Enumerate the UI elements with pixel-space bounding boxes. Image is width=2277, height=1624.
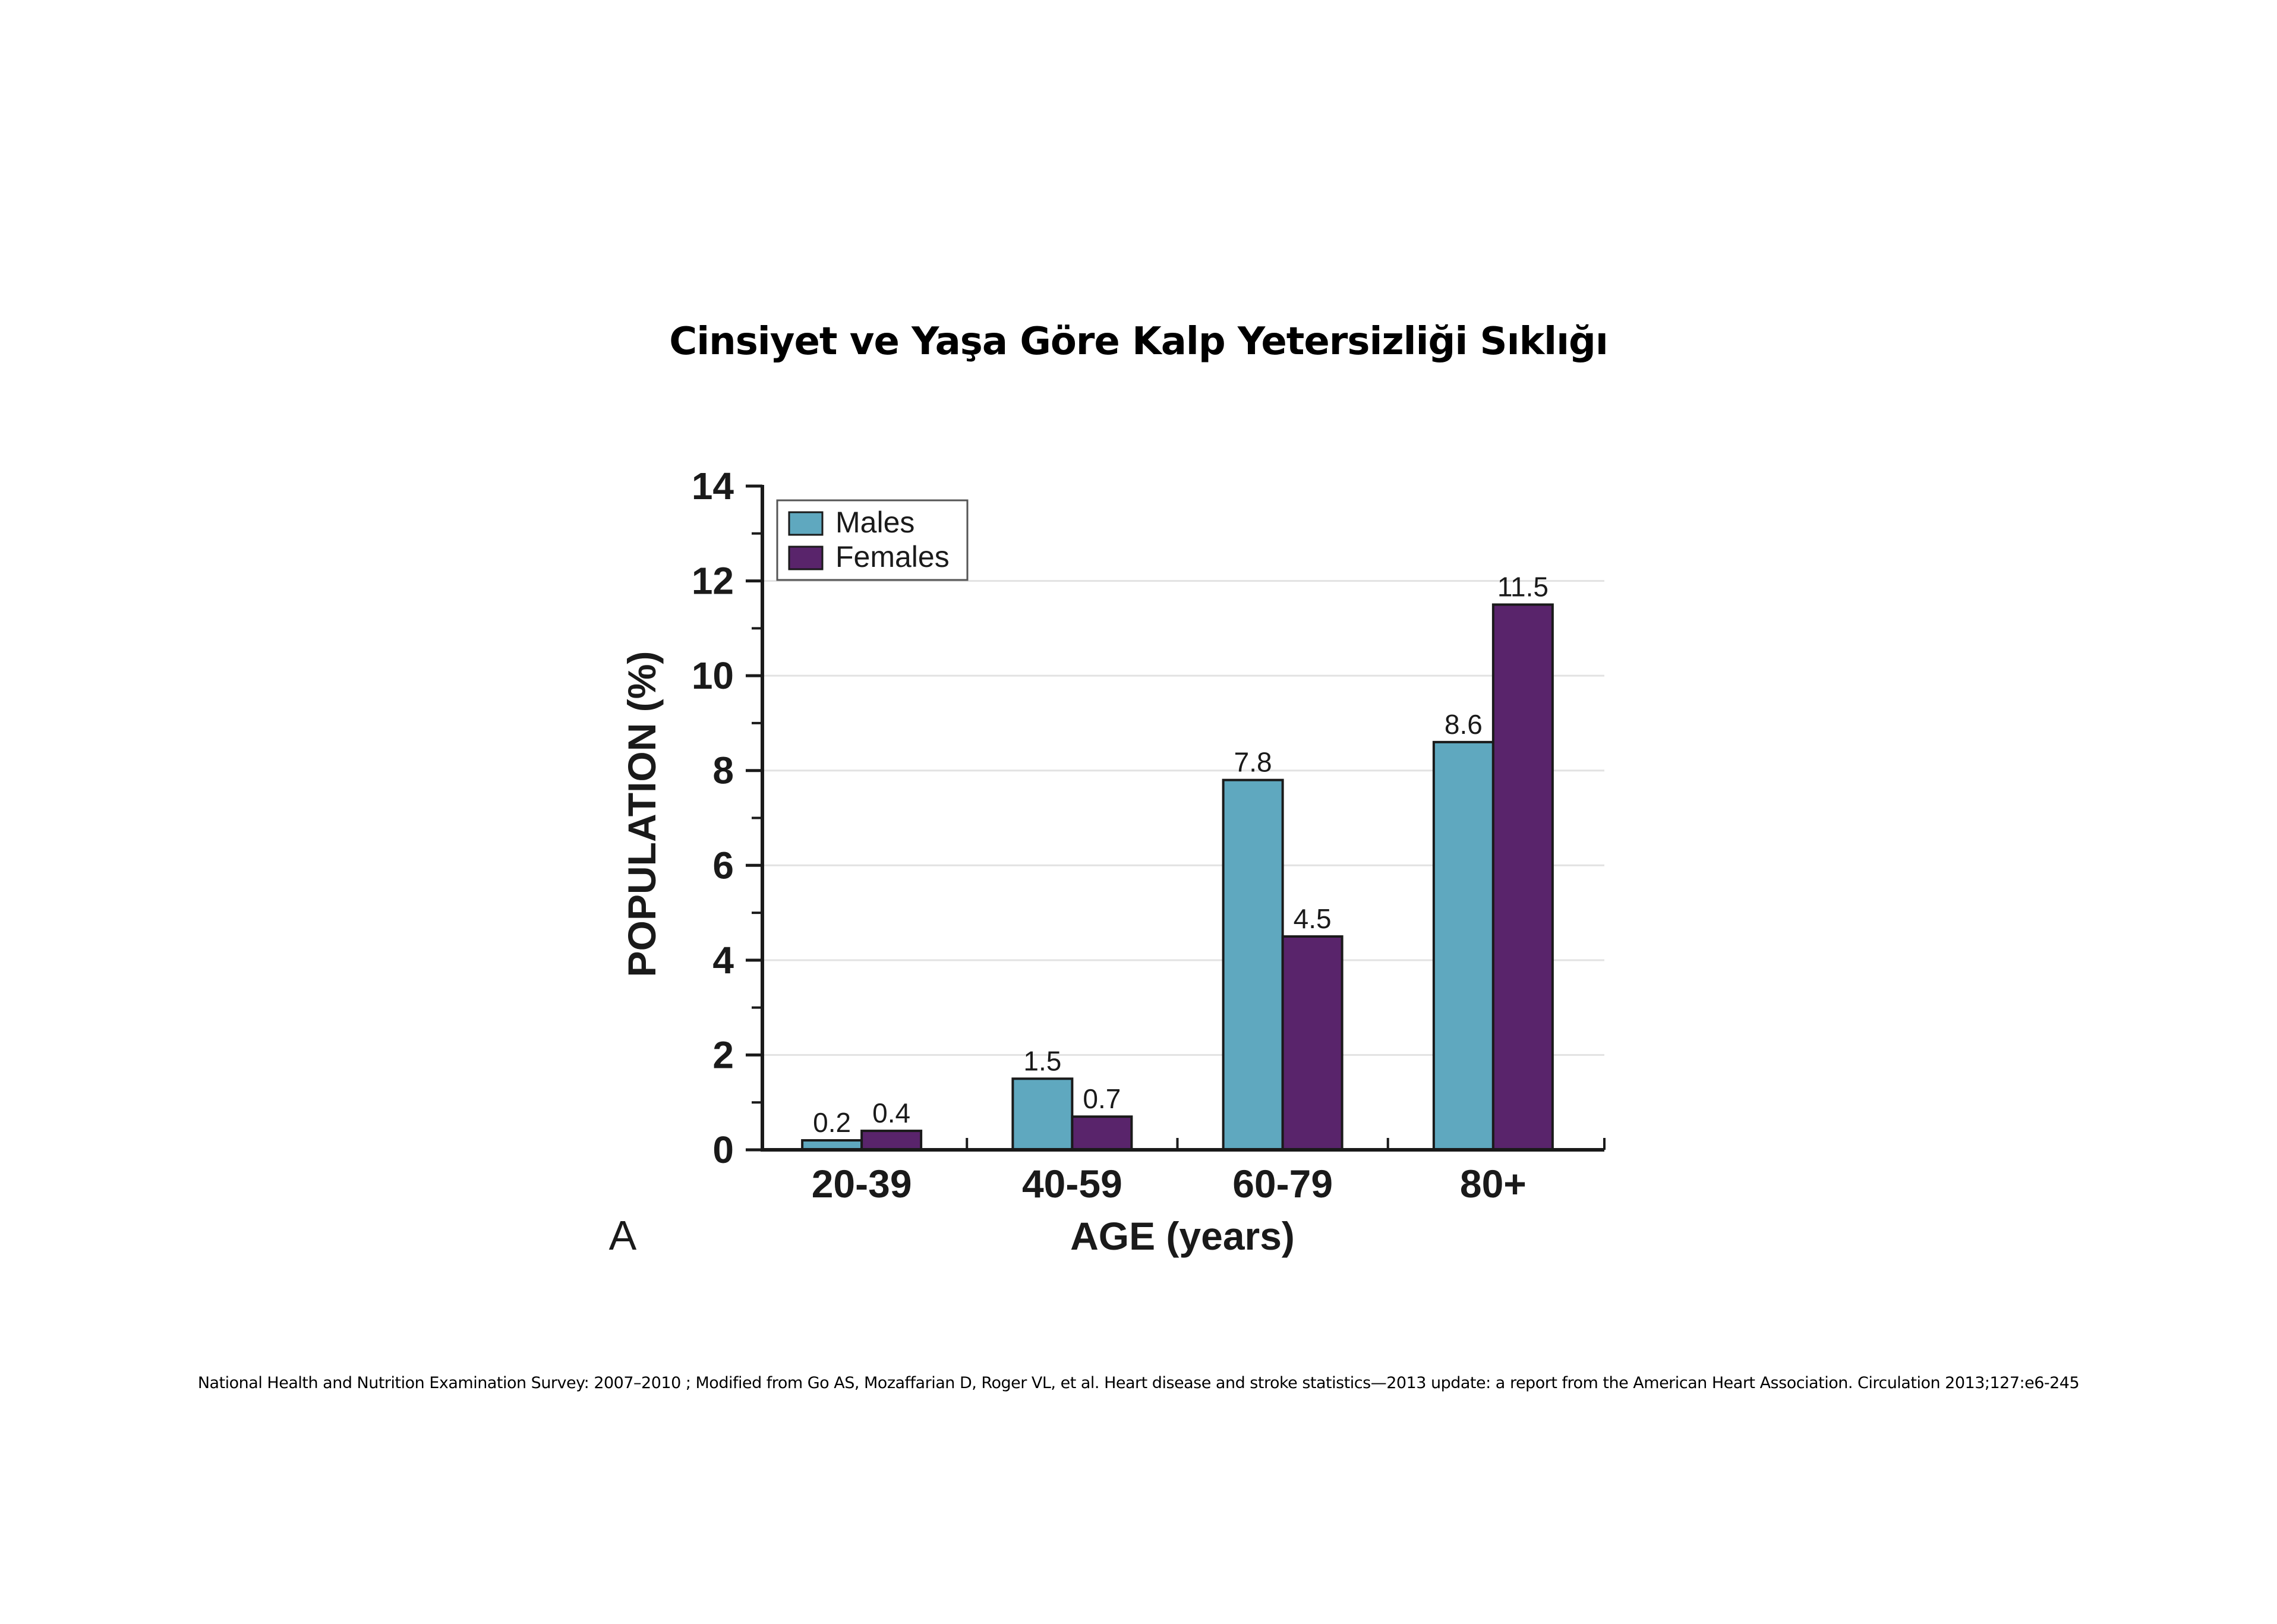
- bar-females-80+: [1491, 603, 1554, 1151]
- legend-swatch-females: [788, 545, 824, 570]
- source-footnote: National Health and Nutrition Examinatio…: [197, 1374, 2080, 1392]
- panel-letter: A: [609, 1212, 637, 1259]
- bar-females-20-39: [860, 1130, 923, 1151]
- y-tick-label-4: 4: [712, 939, 734, 982]
- data-label-females-60-79: 4.5: [1294, 903, 1332, 934]
- y-tick-label-0: 0: [712, 1128, 734, 1171]
- legend-label-males: Males: [835, 506, 914, 539]
- gridlines: [762, 580, 1604, 1056]
- data-label-females-80+: 11.5: [1497, 571, 1549, 602]
- bar-males-60-79: [1222, 778, 1284, 1151]
- y-axis-title: POPULATION (%): [620, 651, 664, 977]
- bar-males-40-59: [1011, 1077, 1074, 1151]
- y-tick-label-12: 12: [692, 560, 734, 603]
- y-tick-label-6: 6: [712, 844, 734, 887]
- x-tick-label-40-59: 40-59: [1022, 1162, 1122, 1206]
- bar-males-80+: [1432, 740, 1494, 1152]
- y-tick-label-2: 2: [712, 1033, 734, 1076]
- legend-label-females: Females: [835, 540, 950, 573]
- y-tick-label-8: 8: [712, 749, 734, 792]
- legend-swatch-males: [788, 511, 824, 536]
- data-label-females-20-39: 0.4: [872, 1098, 910, 1128]
- bar-females-40-59: [1071, 1115, 1133, 1152]
- x-axis-title: AGE (years): [1070, 1214, 1295, 1258]
- y-tick-label-10: 10: [692, 654, 734, 697]
- data-label-females-40-59: 0.7: [1083, 1083, 1121, 1114]
- x-tick-label-20-39: 20-39: [812, 1162, 912, 1206]
- slide-title: Cinsiyet ve Yaşa Göre Kalp Yetersizliği …: [669, 320, 1609, 364]
- data-label-males-80+: 8.6: [1445, 709, 1483, 740]
- bar-females-60-79: [1281, 935, 1344, 1151]
- y-tick-label-14: 14: [692, 465, 734, 507]
- data-label-males-60-79: 7.8: [1234, 747, 1272, 778]
- data-label-males-20-39: 0.2: [813, 1107, 851, 1138]
- x-tick-label-60-79: 60-79: [1232, 1162, 1333, 1206]
- labels: 0.2 0.4 20-39 1.5 0.7 40-59 7.8 4.5 60-79 8.6 11.5…: [692, 465, 1549, 1206]
- data-label-males-40-59: 1.5: [1023, 1045, 1061, 1076]
- bars: [801, 603, 1554, 1152]
- x-tick-label-80+: 80+: [1460, 1162, 1527, 1206]
- axes: [746, 484, 1606, 1152]
